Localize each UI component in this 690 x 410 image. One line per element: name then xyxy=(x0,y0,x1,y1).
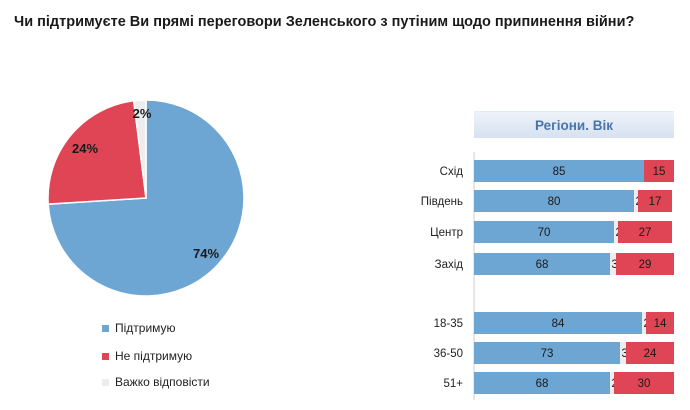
bar-segment-hard xyxy=(634,190,638,212)
bar-value-label-support: 85 xyxy=(553,166,566,178)
pie-label-support: 74% xyxy=(193,246,219,261)
bar-value-label-support: 80 xyxy=(548,196,561,208)
bar-segment-support xyxy=(474,160,644,182)
bar-segment-oppose xyxy=(638,190,672,212)
bar-value-label-support: 68 xyxy=(536,378,549,390)
bar-value-label-support: 73 xyxy=(541,348,554,360)
category-label: 51+ xyxy=(443,378,463,390)
category-label: Схід xyxy=(440,166,464,178)
category-label: Південь xyxy=(421,196,463,208)
bar-segment-support xyxy=(474,253,610,275)
legend-swatch-hard xyxy=(102,378,109,386)
legend-swatch-oppose xyxy=(102,352,109,360)
pie-label-oppose: 24% xyxy=(72,141,98,156)
bar-segment-oppose xyxy=(646,312,674,334)
bar-segment-hard xyxy=(642,312,646,334)
category-label: 18-35 xyxy=(434,318,463,330)
bar-segment-oppose xyxy=(618,221,672,243)
bar-segment-hard xyxy=(620,342,626,364)
bar-value-label-oppose: 30 xyxy=(638,378,651,390)
bar-value-label-hard: 3 xyxy=(612,259,618,271)
bar-segment-hard xyxy=(614,221,618,243)
pie-label-hard: 2% xyxy=(133,106,152,121)
bar-value-label-support: 68 xyxy=(536,259,549,271)
bar-segment-support xyxy=(474,312,642,334)
bar-segment-support xyxy=(474,190,634,212)
chart-title: Чи підтримуєте Ви прямі переговори Зелен… xyxy=(14,14,635,30)
panel-header: Регіони. Вік xyxy=(474,111,674,138)
legend-item-oppose: Не підтримую xyxy=(102,349,192,363)
legend-label-support: Підтримую xyxy=(115,321,176,335)
bar-segment-oppose xyxy=(614,372,674,394)
bar-value-label-support: 70 xyxy=(538,227,551,239)
pie-slice-hard xyxy=(132,99,147,199)
legend-label-oppose: Не підтримую xyxy=(115,349,193,363)
bar-value-label-oppose: 17 xyxy=(649,196,662,208)
bar-value-label-oppose: 27 xyxy=(639,227,652,239)
pie-slice-oppose xyxy=(47,99,147,205)
category-label: Центр xyxy=(430,227,463,239)
bar-segment-support xyxy=(474,221,614,243)
category-label: 36-50 xyxy=(434,348,463,360)
legend-swatch-support xyxy=(102,324,109,332)
bar-value-label-oppose: 14 xyxy=(654,318,667,330)
bar-value-label-oppose: 29 xyxy=(639,259,652,271)
bar-segment-hard xyxy=(610,372,614,394)
legend-item-support: Підтримую xyxy=(102,321,176,335)
bar-segment-oppose xyxy=(616,253,674,275)
bar-segment-hard xyxy=(610,253,616,275)
bar-value-label-oppose: 15 xyxy=(653,166,666,178)
bar-segment-support xyxy=(474,372,610,394)
legend-item-hard: Важко відповісти xyxy=(102,375,210,389)
bar-segment-oppose xyxy=(626,342,674,364)
legend-label-hard: Важко відповісти xyxy=(115,375,210,389)
category-label: Захід xyxy=(435,259,464,271)
bar-value-label-oppose: 24 xyxy=(644,348,657,360)
bar-segment-oppose xyxy=(644,160,674,182)
bar-segment-support xyxy=(474,342,620,364)
bar-value-label-hard: 3 xyxy=(622,348,628,360)
bar-value-label-support: 84 xyxy=(552,318,565,330)
